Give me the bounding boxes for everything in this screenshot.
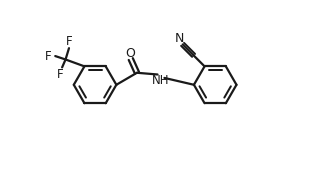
Text: O: O: [125, 47, 135, 60]
Text: F: F: [45, 49, 52, 63]
Text: F: F: [57, 68, 64, 81]
Text: NH: NH: [152, 74, 169, 87]
Text: F: F: [66, 35, 72, 48]
Text: N: N: [174, 32, 184, 45]
